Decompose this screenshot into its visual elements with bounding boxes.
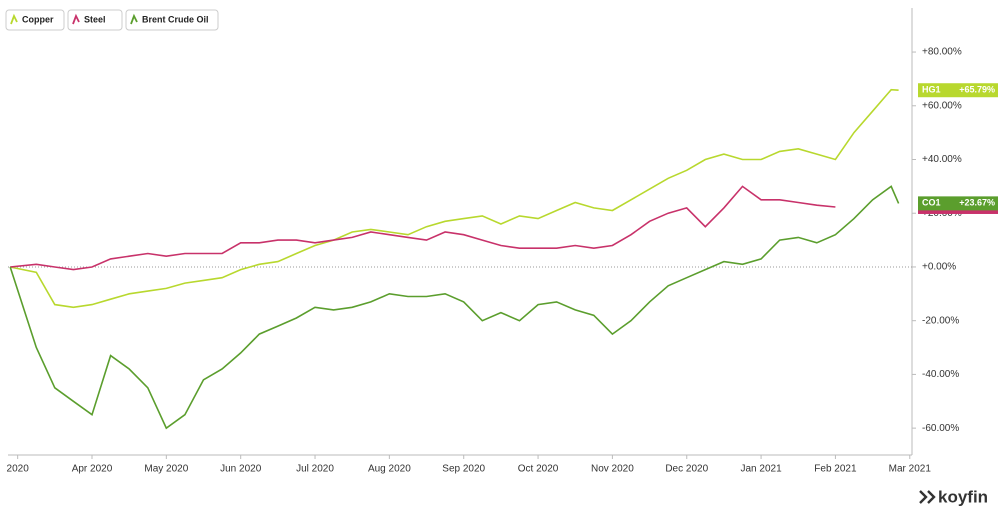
legend-label: Brent Crude Oil: [142, 14, 209, 24]
x-tick-label: Jan 2021: [741, 464, 783, 475]
legend-box: [125, 9, 219, 31]
y-tick-label: -40.00%: [922, 369, 959, 380]
legend-item: Copper: [5, 9, 65, 31]
x-tick-label: Aug 2020: [368, 464, 411, 475]
y-tick-label: +80.00%: [922, 47, 962, 58]
legend-swatch: [72, 13, 80, 25]
series-line: [9, 185, 900, 430]
brand-logo: [919, 490, 936, 504]
x-tick-label: Nov 2020: [591, 464, 634, 475]
x-tick-label: Oct 2020: [518, 464, 559, 475]
x-tick-label: Jul 2020: [296, 464, 334, 475]
badge-ticker: HG1: [922, 85, 941, 95]
badge-value: +65.79%: [959, 85, 995, 95]
y-tick-label: +60.00%: [922, 100, 962, 111]
end-badge: CO1 +23.67%: [918, 196, 998, 211]
y-tick-label: +40.00%: [922, 154, 962, 165]
legend-swatch: [130, 13, 138, 25]
legend-item: Steel: [67, 9, 123, 31]
legend-label: Steel: [84, 14, 106, 24]
x-tick-label: Apr 2020: [72, 464, 113, 475]
series-line: [10, 88, 899, 309]
x-tick-label: Mar 2021: [889, 464, 932, 475]
legend-item: Brent Crude Oil: [125, 9, 219, 31]
series-line: [10, 185, 836, 271]
x-tick-label: May 2020: [144, 464, 188, 475]
badge-value: +23.67%: [959, 198, 995, 208]
badge-box: [918, 83, 998, 98]
x-tick-label: Dec 2020: [665, 464, 708, 475]
x-tick-label: Sep 2020: [442, 464, 485, 475]
y-tick-label: -60.00%: [922, 423, 959, 434]
x-tick-label: Jun 2020: [220, 464, 262, 475]
badge-ticker: CO1: [922, 198, 941, 208]
y-tick-label: -20.00%: [922, 315, 959, 326]
legend-box: [67, 9, 123, 31]
legend-label: Copper: [22, 14, 54, 24]
y-tick-label: +0.00%: [922, 262, 956, 273]
x-tick-label: Feb 2021: [814, 464, 857, 475]
legend-box: [5, 9, 65, 31]
end-badge: HG1 +65.79%: [918, 83, 998, 98]
legend-swatch: [10, 13, 18, 25]
brand-name: koyfin: [938, 487, 988, 506]
badge-box: [918, 196, 998, 211]
x-tick-label: 2020: [7, 464, 30, 475]
